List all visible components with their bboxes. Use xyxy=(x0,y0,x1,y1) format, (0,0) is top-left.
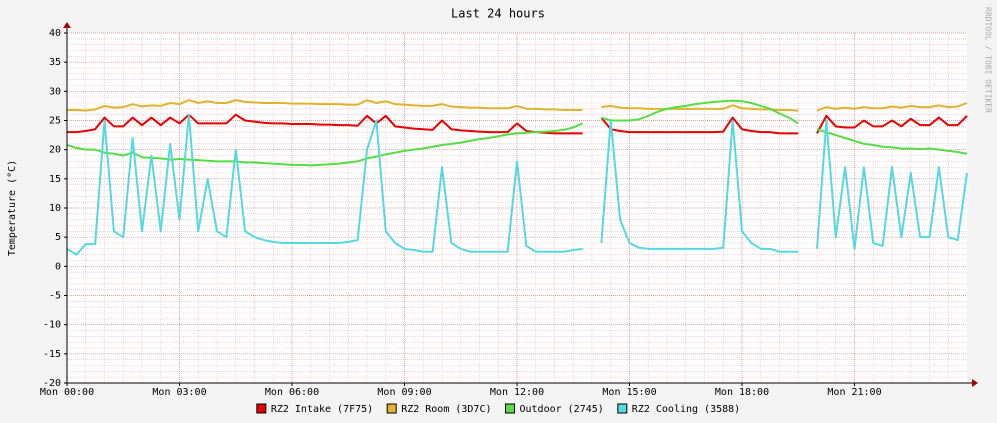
legend-swatch xyxy=(256,403,267,414)
y-axis-arrow xyxy=(63,22,71,28)
legend-item: Outdoor (2745) xyxy=(505,403,604,415)
chart-title: Last 24 hours xyxy=(451,7,545,21)
y-tick-label: 5 xyxy=(55,232,61,243)
x-axis-arrow xyxy=(972,379,978,387)
legend-item: RZ2 Cooling (3588) xyxy=(617,403,740,415)
x-tick-label: Mon 00:00 xyxy=(40,387,94,398)
legend-item: RZ2 Room (3D7C) xyxy=(386,403,492,415)
watermark: RRDTOOL / TOBI OETIKER xyxy=(984,7,993,113)
y-tick-label: -5 xyxy=(49,291,61,302)
y-tick-label: 0 xyxy=(55,261,61,272)
legend-label: Outdoor (2745) xyxy=(520,404,604,415)
grid xyxy=(64,32,967,386)
y-tick-label: 10 xyxy=(49,203,61,214)
x-tick-label: Mon 15:00 xyxy=(602,387,656,398)
x-tick-label: Mon 09:00 xyxy=(377,387,431,398)
y-tick-label: -20 xyxy=(43,378,61,389)
x-tick-label: Mon 12:00 xyxy=(490,387,544,398)
legend-label: RZ2 Intake (7F75) xyxy=(271,404,373,415)
legend-swatch xyxy=(617,403,628,414)
y-tick-label: 15 xyxy=(49,174,61,185)
legend-item: RZ2 Intake (7F75) xyxy=(256,403,373,415)
x-tick-label: Mon 06:00 xyxy=(265,387,319,398)
legend-label: RZ2 Room (3D7C) xyxy=(401,404,491,415)
y-tick-label: -15 xyxy=(43,349,61,360)
legend-swatch xyxy=(505,403,515,414)
y-tick-label: 40 xyxy=(49,28,61,39)
series-line xyxy=(66,113,968,256)
y-tick-label: 30 xyxy=(49,86,61,97)
y-tick-label: 35 xyxy=(49,57,61,68)
x-tick-label: Mon 18:00 xyxy=(715,387,769,398)
series-line xyxy=(67,99,968,112)
legend-label: RZ2 Cooling (3588) xyxy=(632,404,740,415)
axes xyxy=(63,22,978,387)
y-tick-label: 20 xyxy=(49,145,61,156)
x-tick-label: Mon 03:00 xyxy=(152,387,206,398)
series-line xyxy=(67,113,968,135)
x-tick-label: Mon 21:00 xyxy=(827,387,881,398)
series-lines xyxy=(66,99,968,256)
y-axis-label: Temperature (°C) xyxy=(7,160,18,256)
y-tick-label: -10 xyxy=(43,320,61,331)
y-tick-label: 25 xyxy=(49,116,61,127)
legend-swatch xyxy=(386,403,397,414)
series-line xyxy=(66,99,968,167)
legend: RZ2 Intake (7F75) RZ2 Room (3D7C) Outdoor … xyxy=(256,403,740,415)
